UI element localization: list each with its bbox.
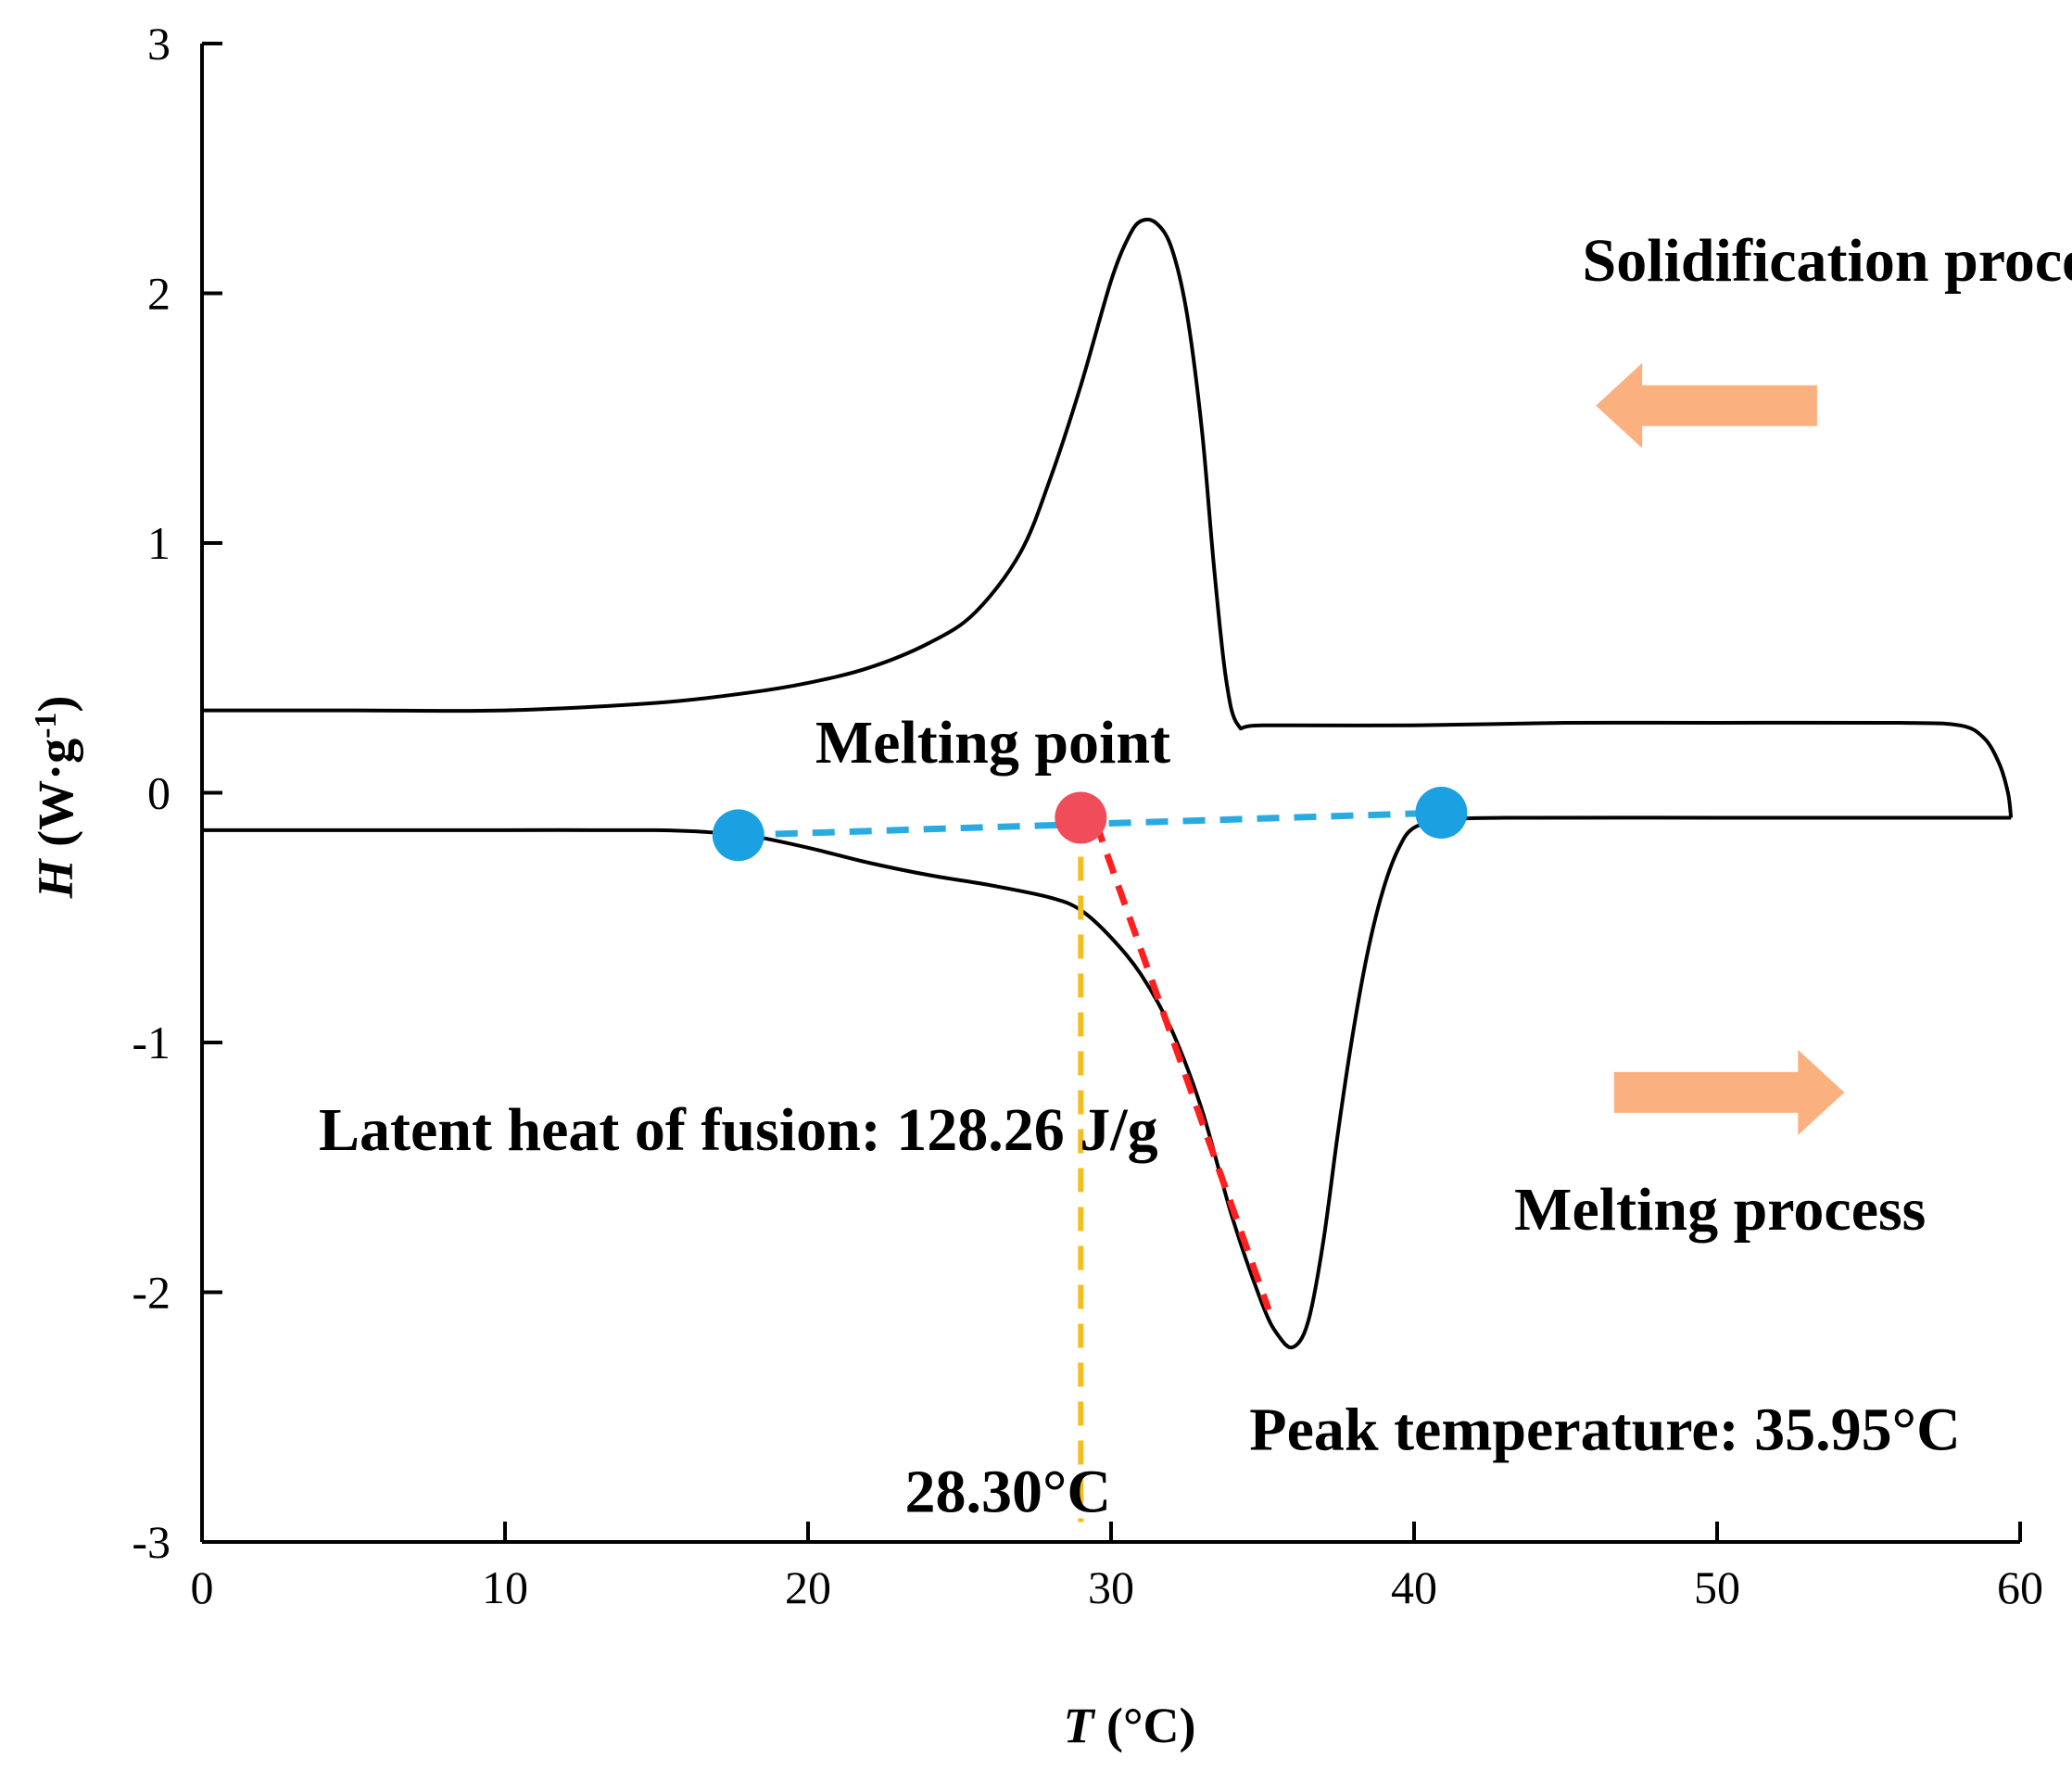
y-tick-label: 2 (147, 268, 171, 320)
x-tick-label: 40 (1391, 1561, 1437, 1613)
x-tick-label: 20 (785, 1561, 831, 1613)
axes (200, 42, 2022, 1544)
point-marker-2 (1415, 787, 1468, 840)
annotation-5: Peak temperature: 35.95°C (1249, 1396, 1960, 1463)
annotations: Solidification process Melting point Laten… (319, 227, 2072, 1526)
point-marker-3 (1055, 791, 1107, 844)
tick-labels: 0 10 20 30 40 50 60 -3 -2 -1 0 1 2 3 (132, 18, 2043, 1613)
y-axis-title: H (W·g-1) (28, 696, 83, 900)
annotation-1: Solidification process (1583, 227, 2072, 295)
y-tick-label: -1 (132, 1017, 171, 1068)
y-tick-label: 0 (147, 767, 171, 819)
annotation-4: Melting process (1514, 1176, 1926, 1244)
y-axis-symbol: H (28, 857, 83, 899)
x-tick-label: 50 (1694, 1561, 1740, 1613)
x-axis-unit: (°C) (1093, 1698, 1195, 1753)
y-tick-label: -2 (132, 1267, 171, 1319)
x-axis-title: T (°C) (1063, 1698, 1195, 1753)
annotation-6: 28.30°C (905, 1459, 1112, 1526)
direction-arrows (1596, 362, 1845, 1135)
x-tick-label: 0 (191, 1561, 214, 1613)
annotation-2: Melting point (815, 709, 1170, 777)
y-tick-label: 3 (147, 18, 171, 69)
left-arrow-icon (1596, 362, 1817, 449)
x-tick-label: 10 (482, 1561, 528, 1613)
x-tick-label: 60 (1997, 1561, 2043, 1613)
y-tick-label: -3 (132, 1516, 171, 1568)
series-line-1 (201, 217, 2014, 818)
x-axis-symbol: T (1063, 1698, 1095, 1753)
x-tick-label: 30 (1088, 1561, 1134, 1613)
y-axis-unit: (W·g (28, 739, 83, 860)
y-tick-label: 1 (147, 517, 171, 569)
tangent-guide-line (1093, 821, 1272, 1311)
y-axis-unit-close: ) (28, 696, 83, 713)
right-arrow-icon (1613, 1049, 1845, 1135)
point-markers (712, 787, 1468, 862)
annotation-3: Latent heat of fusion: 128.26 J/g (319, 1096, 1158, 1164)
y-axis-unit-exponent: -1 (29, 713, 63, 739)
point-marker-1 (712, 809, 764, 862)
